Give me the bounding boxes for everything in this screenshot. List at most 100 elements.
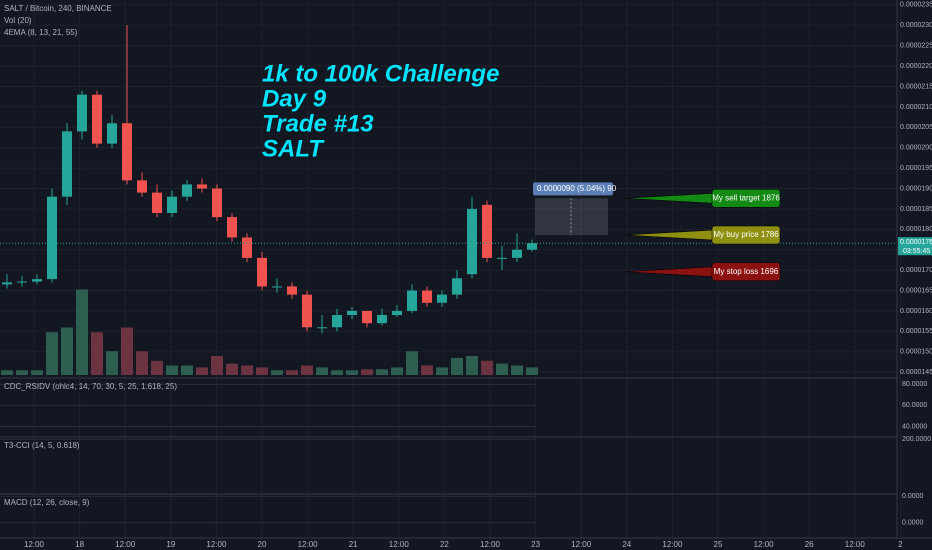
ema-label: 4EMA (8, 13, 21, 55) xyxy=(4,28,78,37)
pane-label: CDC_RSIDV (ohlc4, 14, 70, 30, 5, 25, 1.6… xyxy=(4,382,177,391)
candle-body xyxy=(257,257,267,287)
candle-body xyxy=(482,204,492,258)
candle-body xyxy=(227,217,237,238)
time-label: 12:00 xyxy=(206,540,227,549)
candle-body xyxy=(242,237,252,258)
candle-body xyxy=(77,94,87,132)
time-label: 2 xyxy=(898,540,903,549)
candle-body xyxy=(377,315,387,324)
position-badge xyxy=(533,182,613,196)
candle-body xyxy=(62,131,72,197)
time-label: 24 xyxy=(622,540,631,549)
callout-box xyxy=(711,225,781,245)
volume-bar xyxy=(436,367,448,375)
pane-tick-label: 60.0000 xyxy=(902,402,927,409)
candle-body xyxy=(527,243,537,250)
volume-bar xyxy=(301,365,313,375)
time-label: 20 xyxy=(258,540,267,549)
position-box xyxy=(535,198,608,236)
volume-bar xyxy=(31,370,43,375)
time-label: 12:00 xyxy=(754,540,775,549)
candle-body xyxy=(122,123,132,181)
annotation: 1k to 100k Challenge xyxy=(262,60,499,87)
candle-body xyxy=(137,180,147,193)
candle-body xyxy=(467,208,477,275)
candle-body xyxy=(347,310,357,316)
volume-bar xyxy=(91,332,103,375)
time-label: 12:00 xyxy=(662,540,683,549)
last-price-badge xyxy=(898,237,932,256)
callout-text: My stop loss 1696 xyxy=(714,267,779,276)
volume-bar xyxy=(151,360,163,375)
volume-bar xyxy=(526,367,538,375)
last-price-label: 0.00001766 xyxy=(900,239,932,246)
candle-body xyxy=(317,327,327,329)
candle-body xyxy=(32,279,42,282)
volume-bar xyxy=(196,367,208,375)
time-label: 21 xyxy=(349,540,358,549)
volume-bar xyxy=(166,365,178,375)
candle-body xyxy=(422,290,432,303)
candle-body xyxy=(272,286,282,288)
candle-body xyxy=(17,281,27,283)
volume-label: Vol (20) xyxy=(4,16,32,25)
volume-bar xyxy=(391,367,403,375)
annotation: Day 9 xyxy=(262,85,327,112)
candle-body xyxy=(107,123,117,144)
callout-box xyxy=(711,262,781,282)
position-label: 0.0000090 (5.04%) 90 xyxy=(537,184,617,193)
callout-box xyxy=(711,189,781,208)
time-label: 26 xyxy=(805,540,814,549)
candle-body xyxy=(332,315,342,328)
pane-label: MACD (12, 26, close, 9) xyxy=(4,498,90,507)
volume-bar xyxy=(466,356,478,375)
volume-bar xyxy=(136,351,148,375)
volume-bar xyxy=(256,367,268,375)
volume-bar xyxy=(46,332,58,375)
candle-body xyxy=(152,192,162,214)
volume-bar xyxy=(406,351,418,375)
time-label: 25 xyxy=(714,540,723,549)
grid xyxy=(0,0,901,538)
candle-body xyxy=(362,310,372,324)
volume-bar xyxy=(316,367,328,375)
volume-bar xyxy=(346,370,358,375)
volume-bar xyxy=(16,370,28,375)
candle-body xyxy=(92,94,102,144)
volume-bar xyxy=(421,365,433,375)
pane-tick-label: 200.0000 xyxy=(902,436,931,443)
volume-bar xyxy=(76,289,88,375)
volume-bar xyxy=(61,327,73,375)
price-tick-label: 0.00001450 xyxy=(900,369,932,376)
pane-tick-label: 0.0000 xyxy=(902,493,924,500)
volume-bar xyxy=(451,357,463,375)
candle-body xyxy=(302,294,312,328)
candle-body xyxy=(47,196,57,280)
time-label: 12:00 xyxy=(389,540,410,549)
volume-bar xyxy=(241,365,253,375)
volume-bar xyxy=(181,365,193,375)
candle-body xyxy=(392,310,402,316)
countdown: 03:55:45 xyxy=(903,248,930,255)
candle-body xyxy=(437,294,447,303)
candle-body xyxy=(407,290,417,311)
candle-body xyxy=(452,278,462,295)
volume-bar xyxy=(106,351,118,375)
time-label: 12:00 xyxy=(845,540,866,549)
time-label: 12:00 xyxy=(298,540,319,549)
